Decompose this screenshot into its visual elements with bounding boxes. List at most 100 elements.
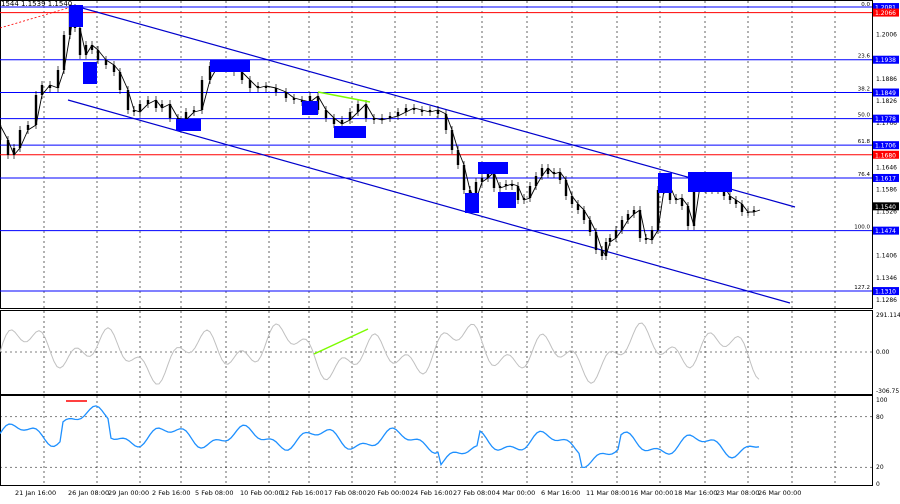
price-tick-label: 1.1346 (876, 275, 897, 282)
candle-body (564, 180, 568, 196)
candle-body (450, 130, 454, 150)
signal-box (498, 192, 516, 208)
price-path-segment (373, 117, 383, 121)
price-level-box-label: 1.1474 (875, 228, 896, 235)
price-path-segment (365, 103, 375, 119)
candle-body (604, 242, 608, 256)
x-axis-label: 12 Feb 16:00 (281, 489, 324, 497)
candle-body (656, 190, 660, 230)
x-axis-label: 10 Feb 00:00 (240, 489, 283, 497)
candle-body (348, 112, 352, 120)
signal-box (83, 62, 97, 84)
candle-body (284, 92, 288, 98)
price-path-segment (577, 203, 585, 211)
candle-body (388, 116, 392, 118)
price-path-segment (139, 103, 149, 113)
candle-body (728, 196, 732, 200)
candle-body (62, 35, 66, 70)
cci-tick-label: 291.1149 (876, 312, 900, 319)
price-path-segment (185, 111, 195, 121)
price-path-segment (523, 197, 531, 201)
x-axis-label: 2 Feb 16:00 (152, 489, 191, 497)
candle-body (34, 95, 38, 125)
price-path-segment (595, 231, 603, 251)
price-path-segment (265, 85, 277, 89)
candle-body (118, 72, 122, 90)
candle-body (184, 112, 188, 120)
x-axis-label: 4 Mar 00:00 (496, 489, 535, 497)
price-path-segment (257, 85, 267, 89)
cci-line (0, 322, 760, 385)
price-path-segment (651, 229, 659, 241)
fib-level-label: 0.0 (861, 2, 870, 8)
rsi-tick-label: 100 (876, 397, 888, 404)
candle-body (588, 220, 592, 232)
x-axis-label: 17 Feb 08:00 (324, 489, 367, 497)
price-path-segment (91, 44, 99, 51)
channel-lower-line (67, 99, 791, 304)
divergence-line-cci (313, 328, 369, 355)
price-level-box (873, 3, 899, 12)
candle-body (686, 206, 690, 226)
price-path-segment (565, 179, 573, 197)
price-path-segment (493, 171, 501, 189)
price-path-segment (27, 124, 37, 131)
price-path-segment (317, 95, 327, 111)
candle-body (126, 90, 130, 110)
signal-box (658, 173, 672, 193)
price-level-box (873, 226, 899, 235)
candle-body (638, 210, 642, 238)
candle-body (522, 198, 526, 200)
candle-body (462, 165, 466, 190)
x-axis-label: 20 Feb 00:00 (367, 489, 410, 497)
fib-level-label: 38.2 (858, 87, 870, 93)
price-level-box (873, 55, 899, 64)
candle-body (552, 172, 556, 174)
signal-box (334, 126, 366, 138)
price-path-segment (333, 117, 343, 125)
price-path-segment (341, 119, 351, 125)
price-level-box-label: 1.1849 (875, 90, 896, 97)
candle-body (632, 210, 636, 214)
price-level-box-label: 1.1778 (875, 116, 896, 123)
x-axis-label: 11 Mar 08:00 (586, 489, 629, 497)
price-path-segment (589, 219, 597, 233)
price-path-segment (119, 71, 129, 91)
candle-body (324, 110, 328, 118)
channel-upper-line (74, 5, 796, 208)
candle-body (594, 232, 598, 250)
fib-level-label: 23.6 (858, 54, 871, 60)
price-path-segment (729, 195, 737, 201)
price-level-box (873, 173, 899, 182)
candle-body (504, 184, 508, 186)
price-path-segment (481, 177, 489, 183)
price-path-segment (753, 209, 761, 213)
candle-body (644, 238, 648, 240)
price-level-box-label: 1.2081 (875, 5, 896, 12)
x-axis-label: 26 Mar 00:00 (758, 489, 801, 497)
price-path-segment (609, 237, 617, 243)
x-axis-label: 23 Mar 08:00 (716, 489, 759, 497)
price-path-segment (559, 171, 567, 181)
price-path-segment (169, 103, 179, 119)
rsi-tick-label: 80 (876, 414, 884, 421)
candle-body (534, 176, 538, 186)
candle-body (248, 80, 252, 88)
candle-body (540, 168, 544, 176)
candle-body (510, 184, 514, 186)
price-path-segment (499, 185, 507, 189)
price-path-segment (413, 107, 423, 111)
price-path-segment (735, 199, 743, 205)
candle-body (582, 210, 586, 220)
candle-body (18, 130, 22, 148)
candle-body (558, 172, 562, 180)
fib-level-label: 61.8 (858, 139, 871, 145)
x-axis-label: 5 Feb 08:00 (195, 489, 234, 497)
candle-body (492, 172, 496, 188)
signal-box (688, 172, 732, 192)
price-path-segment (201, 79, 211, 111)
price-path-segment (397, 111, 407, 117)
price-tick-label: 1.2006 (876, 32, 897, 39)
price-level-box-label: 1.1706 (875, 143, 896, 150)
